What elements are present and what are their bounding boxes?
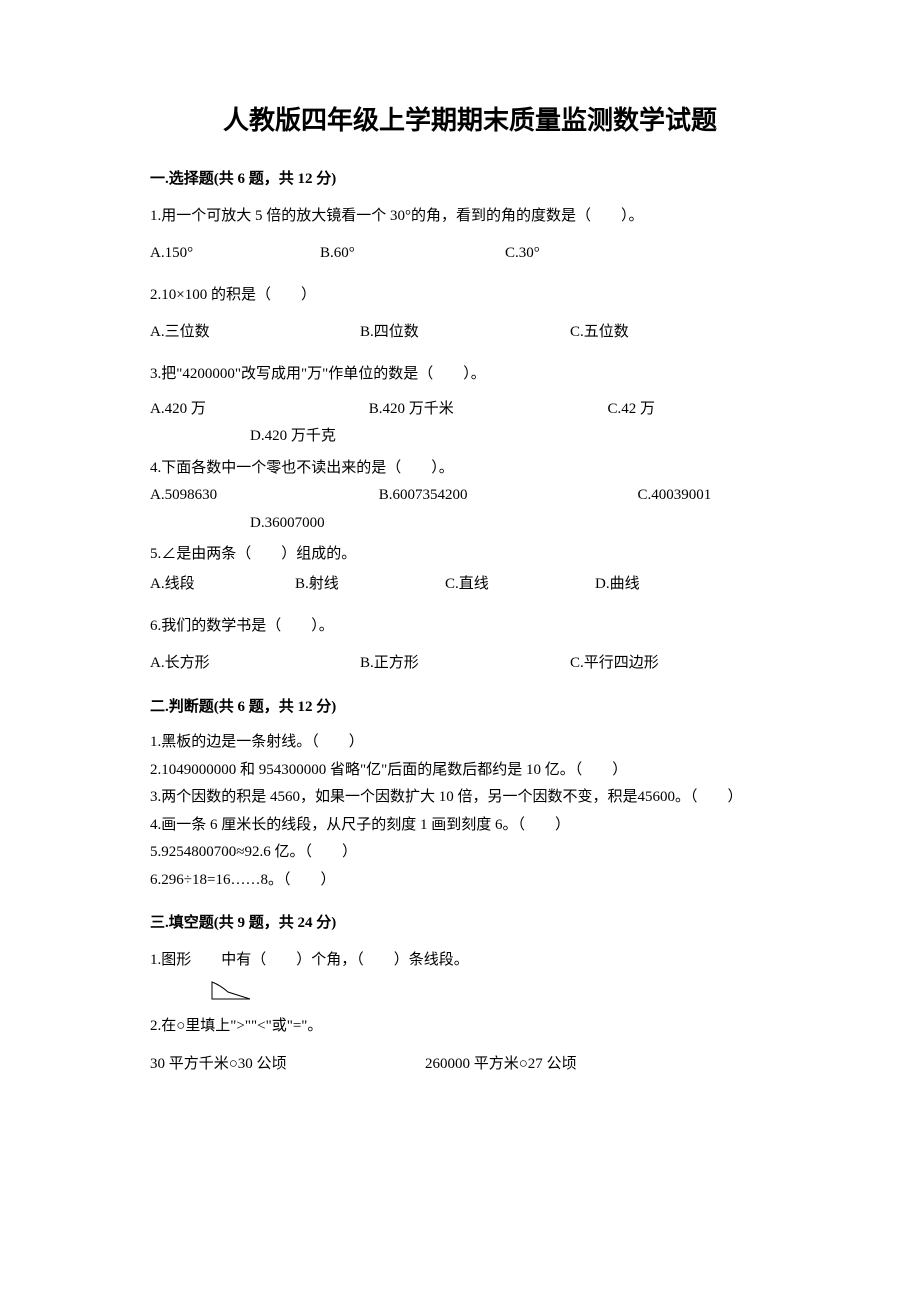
q5-opt-a: A.线段 — [150, 570, 295, 599]
q2-opt-a: A.三位数 — [150, 318, 360, 347]
s2-q6: 6.296÷18=16……8。（ ） — [150, 868, 790, 894]
q5-options: A.线段 B.射线 C.直线 D.曲线 — [150, 570, 790, 599]
q3-opt-a: A.420 万 — [150, 397, 365, 423]
q2-opt-b: B.四位数 — [360, 318, 570, 347]
q5-opt-b: B.射线 — [295, 570, 445, 599]
q4-opt-c: C.40039001 — [638, 487, 712, 503]
s2-q1: 1.黑板的边是一条射线。（ ） — [150, 730, 790, 756]
q1-opt-a: A.150° — [150, 239, 320, 268]
section-2-header: 二.判断题(共 6 题，共 12 分) — [150, 695, 790, 716]
s3-q2-row: 30 平方千米○30 公顷 260000 平方米○27 公顷 — [150, 1050, 790, 1079]
q2-options: A.三位数 B.四位数 C.五位数 — [150, 318, 790, 347]
q4-opt-d: D.36007000 — [150, 511, 790, 537]
q4-opt-b: B.6007354200 — [379, 483, 634, 509]
triangle-figure — [210, 977, 790, 1006]
section-3-header: 三.填空题(共 9 题，共 24 分) — [150, 911, 790, 932]
s2-q4: 4.画一条 6 厘米长的线段，从尺子的刻度 1 画到刻度 6。（ ） — [150, 813, 790, 839]
q3-opt-c: C.42 万 — [608, 401, 656, 417]
q2-opt-c: C.五位数 — [570, 318, 790, 347]
q3-opt-b: B.420 万千米 — [369, 397, 604, 423]
q2-text: 2.10×100 的积是（ ） — [150, 281, 790, 310]
q1-opt-b: B.60° — [320, 239, 505, 268]
q3-opt-d: D.420 万千克 — [150, 424, 790, 450]
section-1-header: 一.选择题(共 6 题，共 12 分) — [150, 167, 790, 188]
s2-q3: 3.两个因数的积是 4560，如果一个因数扩大 10 倍，另一个因数不变，积是4… — [150, 785, 790, 811]
s3-q2a: 30 平方千米○30 公顷 — [150, 1050, 425, 1079]
q5-opt-c: C.直线 — [445, 570, 595, 599]
q4-opt-a: A.5098630 — [150, 483, 375, 509]
page-title: 人教版四年级上学期期末质量监测数学试题 — [150, 100, 790, 137]
q6-options: A.长方形 B.正方形 C.平行四边形 — [150, 649, 790, 678]
q4-text: 4.下面各数中一个零也不读出来的是（ ）。 — [150, 456, 790, 482]
s3-q1: 1.图形 中有（ ）个角，（ ）条线段。 — [150, 946, 790, 975]
s3-q2b: 260000 平方米○27 公顷 — [425, 1050, 790, 1079]
s2-q2: 2.1049000000 和 954300000 省略"亿"后面的尾数后都约是 … — [150, 758, 790, 784]
q3-options-row1: A.420 万 B.420 万千米 C.42 万 — [150, 397, 790, 423]
q6-opt-a: A.长方形 — [150, 649, 360, 678]
q6-opt-b: B.正方形 — [360, 649, 570, 678]
q6-text: 6.我们的数学书是（ ）。 — [150, 612, 790, 641]
q4-options-row1: A.5098630 B.6007354200 C.40039001 — [150, 483, 790, 509]
q5-text: 5.∠是由两条（ ）组成的。 — [150, 542, 790, 568]
q1-text: 1.用一个可放大 5 倍的放大镜看一个 30°的角，看到的角的度数是（ ）。 — [150, 202, 790, 231]
q3-text: 3.把"4200000"改写成用"万"作单位的数是（ ）。 — [150, 360, 790, 389]
q1-opt-c: C.30° — [505, 239, 690, 268]
s2-q5: 5.9254800700≈92.6 亿。（ ） — [150, 840, 790, 866]
q6-opt-c: C.平行四边形 — [570, 649, 790, 678]
q1-options: A.150° B.60° C.30° — [150, 239, 790, 268]
q5-opt-d: D.曲线 — [595, 570, 790, 599]
s3-q2: 2.在○里填上">""<"或"="。 — [150, 1012, 790, 1041]
